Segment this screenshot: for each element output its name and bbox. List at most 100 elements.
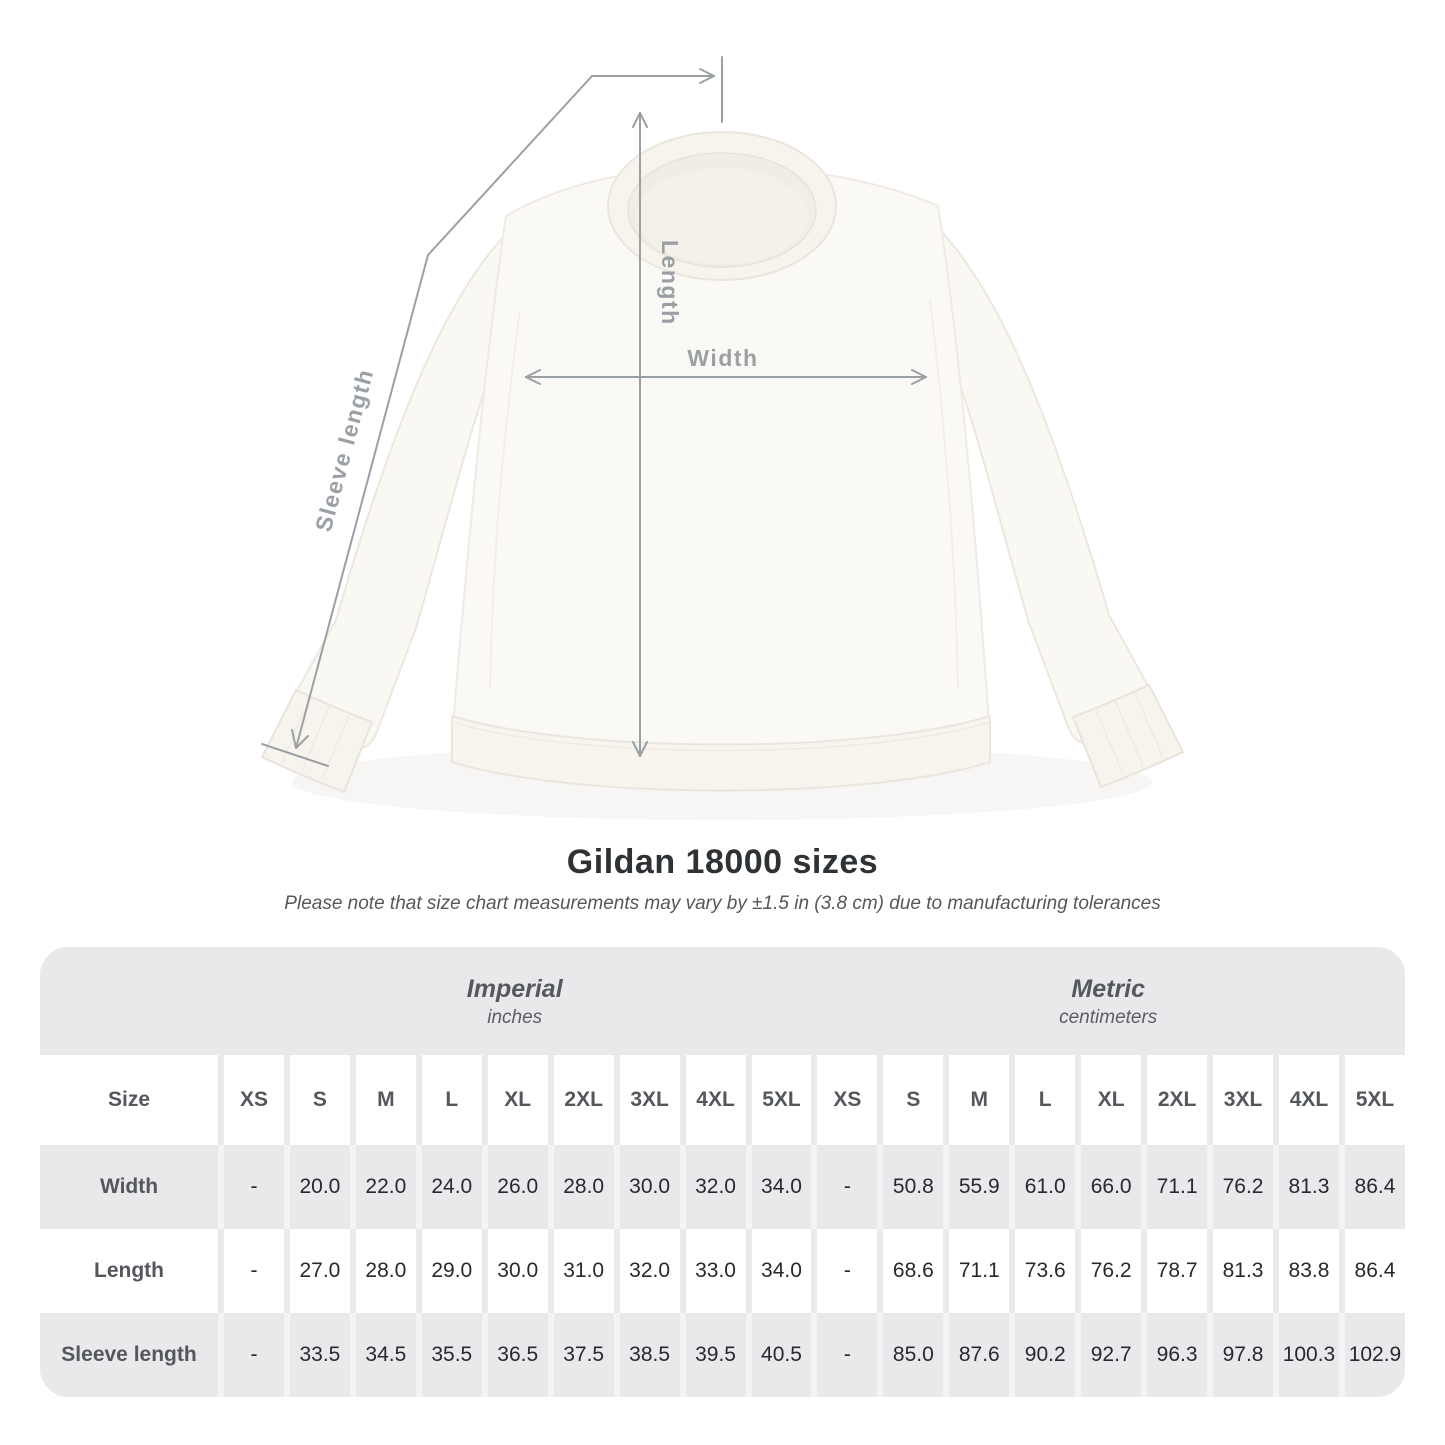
sleeve-imperial-5xl: 40.5 (745, 1313, 812, 1397)
length-metric-5xl: 86.4 (1338, 1229, 1405, 1313)
length-imperial-m: 28.0 (349, 1229, 416, 1313)
width-imperial-l: 24.0 (415, 1145, 482, 1229)
sleeve-metric-xl: 92.7 (1075, 1313, 1142, 1397)
width-metric-m: 55.9 (943, 1145, 1010, 1229)
sleeve-metric-4xl: 100.3 (1273, 1313, 1339, 1397)
width-imperial-xl: 26.0 (481, 1145, 548, 1229)
width-imperial-2xl: 28.0 (547, 1145, 614, 1229)
sleeve-imperial-l: 35.5 (415, 1313, 482, 1397)
length-imperial-5xl: 34.0 (745, 1229, 812, 1313)
imperial-size-3xl: 3XL (613, 1055, 680, 1145)
length-metric-s: 68.6 (877, 1229, 944, 1313)
metric-size-xl: XL (1075, 1055, 1142, 1145)
length-imperial-xl: 30.0 (481, 1229, 548, 1313)
length-metric-xs: - (811, 1229, 878, 1313)
size-header-row: Size XS S M L XL 2XL 3XL 4XL 5XL XS S M … (40, 1055, 1405, 1145)
imperial-size-5xl: 5XL (745, 1055, 812, 1145)
neck-offset-arrowhead (699, 68, 715, 84)
width-metric-3xl: 76.2 (1207, 1145, 1273, 1229)
hem-band (451, 714, 991, 792)
metric-size-3xl: 3XL (1207, 1055, 1273, 1145)
sleeve-imperial-xs: - (218, 1313, 284, 1397)
band-spacer (40, 947, 218, 1055)
imperial-size-2xl: 2XL (547, 1055, 614, 1145)
imperial-size-m: M (349, 1055, 416, 1145)
metric-size-xs: XS (811, 1055, 878, 1145)
sleeve-metric-3xl: 97.8 (1207, 1313, 1273, 1397)
sleeve-imperial-s: 33.5 (283, 1313, 350, 1397)
metric-label: Metric (1071, 975, 1146, 1004)
sleeve-imperial-3xl: 38.5 (613, 1313, 680, 1397)
metric-size-2xl: 2XL (1141, 1055, 1208, 1145)
length-imperial-4xl: 33.0 (679, 1229, 746, 1313)
width-metric-xl: 66.0 (1075, 1145, 1142, 1229)
imperial-size-xs: XS (218, 1055, 284, 1145)
length-metric-3xl: 81.3 (1207, 1229, 1273, 1313)
row-label-sleeve-length: Sleeve length (40, 1313, 218, 1397)
imperial-label: Imperial (466, 975, 563, 1004)
left-cuff (260, 688, 374, 794)
unit-band-row: Imperial inches Metric centimeters (40, 947, 1405, 1055)
tolerance-note: Please note that size chart measurements… (284, 893, 1161, 914)
sweatshirt-body (450, 164, 992, 792)
sleeve-metric-2xl: 96.3 (1141, 1313, 1208, 1397)
width-imperial-s: 20.0 (283, 1145, 350, 1229)
width-row: Width - 20.0 22.0 24.0 26.0 28.0 30.0 32… (40, 1145, 1405, 1229)
imperial-size-4xl: 4XL (679, 1055, 746, 1145)
width-imperial-5xl: 34.0 (745, 1145, 812, 1229)
sleeve-length-row: Sleeve length - 33.5 34.5 35.5 36.5 37.5… (40, 1313, 1405, 1397)
sleeve-metric-xs: - (811, 1313, 878, 1397)
sleeve-metric-5xl: 102.9 (1338, 1313, 1405, 1397)
product-measurement-diagram: Length Width Sleeve length (260, 56, 1185, 820)
width-imperial-m: 22.0 (349, 1145, 416, 1229)
width-metric-2xl: 71.1 (1141, 1145, 1208, 1229)
size-table: Imperial inches Metric centimeters Size … (40, 947, 1405, 1397)
sleeve-imperial-xl: 36.5 (481, 1313, 548, 1397)
length-metric-m: 71.1 (943, 1229, 1010, 1313)
metric-size-4xl: 4XL (1273, 1055, 1339, 1145)
width-metric-4xl: 81.3 (1273, 1145, 1339, 1229)
sleeve-metric-s: 85.0 (877, 1313, 944, 1397)
right-cuff (1071, 683, 1185, 789)
imperial-size-l: L (415, 1055, 482, 1145)
width-arrowhead-left (525, 369, 541, 385)
sleeve-imperial-2xl: 37.5 (547, 1313, 614, 1397)
length-arrowhead-bottom (632, 741, 648, 757)
sleeve-length-measure-label: Sleeve length (310, 366, 379, 535)
width-arrowhead-right (911, 369, 927, 385)
imperial-band: Imperial inches (218, 947, 812, 1055)
size-column-header: Size (40, 1055, 218, 1145)
width-measure-label: Width (687, 345, 758, 371)
length-imperial-s: 27.0 (283, 1229, 350, 1313)
imperial-size-xl: XL (481, 1055, 548, 1145)
width-metric-s: 50.8 (877, 1145, 944, 1229)
page-title: Gildan 18000 sizes (566, 843, 879, 881)
length-row: Length - 27.0 28.0 29.0 30.0 31.0 32.0 3… (40, 1229, 1405, 1313)
length-metric-xl: 76.2 (1075, 1229, 1142, 1313)
width-metric-l: 61.0 (1009, 1145, 1076, 1229)
length-metric-l: 73.6 (1009, 1229, 1076, 1313)
length-imperial-2xl: 31.0 (547, 1229, 614, 1313)
sleeve-metric-l: 90.2 (1009, 1313, 1076, 1397)
row-label-width: Width (40, 1145, 218, 1229)
width-metric-xs: - (811, 1145, 878, 1229)
right-sleeve (898, 192, 1185, 789)
width-imperial-3xl: 30.0 (613, 1145, 680, 1229)
imperial-size-s: S (283, 1055, 350, 1145)
length-imperial-xs: - (218, 1229, 284, 1313)
sleeve-length-measure-line (295, 75, 593, 749)
sleeve-imperial-4xl: 39.5 (679, 1313, 746, 1397)
metric-size-l: L (1009, 1055, 1076, 1145)
length-metric-2xl: 78.7 (1141, 1229, 1208, 1313)
metric-size-s: S (877, 1055, 944, 1145)
sleeve-metric-m: 87.6 (943, 1313, 1010, 1397)
metric-unit-label: centimeters (1059, 1006, 1158, 1028)
sweatshirt-diagram-svg: Length Width Sleeve length (260, 56, 1185, 820)
metric-size-5xl: 5XL (1338, 1055, 1405, 1145)
row-label-length: Length (40, 1229, 218, 1313)
metric-size-m: M (943, 1055, 1010, 1145)
width-imperial-xs: - (218, 1145, 284, 1229)
length-measure-label: Length (657, 240, 683, 326)
sleeve-imperial-m: 34.5 (349, 1313, 416, 1397)
